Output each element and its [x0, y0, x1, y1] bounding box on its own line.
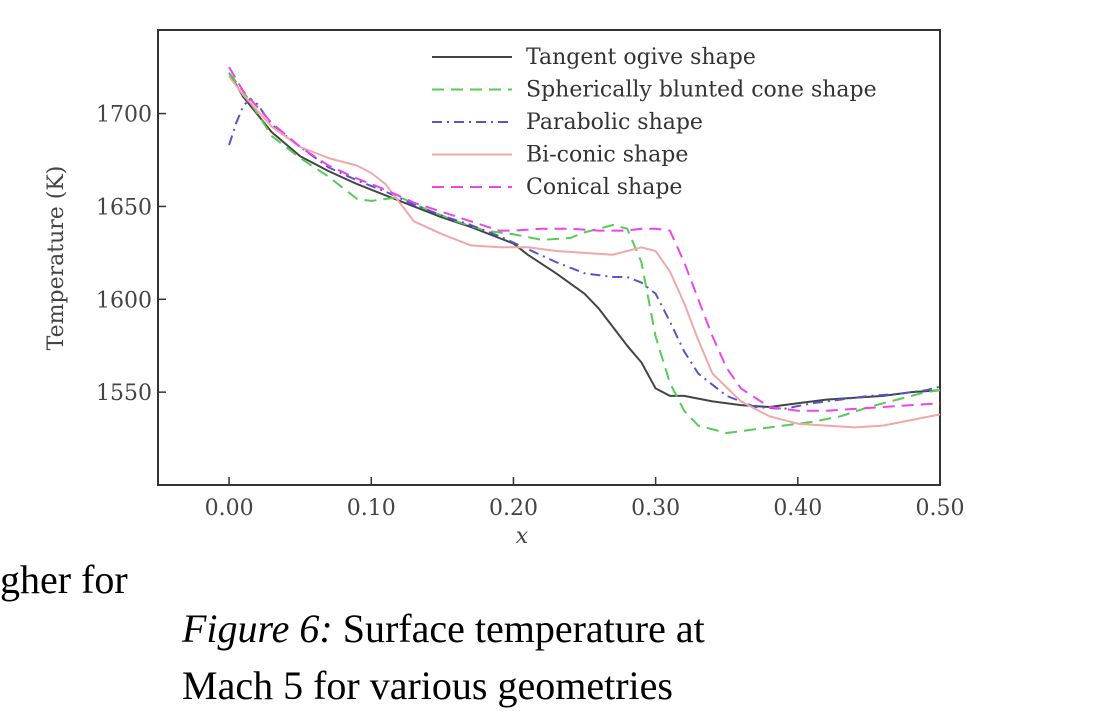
y-tick-label-3: 1700 — [96, 103, 152, 128]
x-tick-label-0: 0.00 — [205, 496, 254, 521]
x-tick-label-1: 0.10 — [347, 496, 396, 521]
legend: Tangent ogive shape Spherically blunted c… — [432, 45, 877, 200]
figure-caption: Figure 6: Surface temperature at Mach 5 … — [182, 600, 705, 714]
caption-text-1: Surface temperature at — [332, 606, 705, 651]
series-group — [228, 66, 941, 434]
axes: 0.00 0.10 0.20 0.30 0.40 0.50 1550 1600 1650 1700 — [96, 103, 964, 521]
x-tick-label-5: 0.50 — [916, 496, 965, 521]
legend-label-3: Bi-conic shape — [526, 143, 688, 168]
x-axis-label: x — [516, 524, 529, 549]
series-line-0 — [228, 72, 941, 408]
caption-line-2: Mach 5 for various geometries — [182, 663, 673, 708]
x-tick-label-4: 0.40 — [773, 496, 822, 521]
y-tick-label-1: 1600 — [96, 288, 152, 313]
x-tick-label-2: 0.20 — [489, 496, 538, 521]
x-tick-label-3: 0.30 — [631, 496, 680, 521]
caption-line-1: Figure 6: Surface temperature at — [182, 600, 705, 657]
y-axis-label: Temperature (K) — [44, 166, 69, 351]
legend-label-1: Spherically blunted cone shape — [526, 78, 877, 103]
plot-frame — [157, 29, 941, 486]
body-text-fragment: gher for — [0, 557, 128, 602]
series-line-3 — [228, 75, 941, 429]
legend-label-4: Conical shape — [526, 175, 682, 200]
figure-label: Figure 6: — [182, 606, 333, 651]
legend-label-2: Parabolic shape — [526, 110, 703, 135]
y-tick-label-2: 1650 — [96, 195, 152, 220]
series-line-4 — [228, 66, 941, 412]
y-tick-label-0: 1550 — [96, 381, 152, 406]
temperature-chart: 0.00 0.10 0.20 0.30 0.40 0.50 1550 1600 1650 1700… — [44, 29, 964, 549]
legend-label-0: Tangent ogive shape — [526, 45, 756, 70]
